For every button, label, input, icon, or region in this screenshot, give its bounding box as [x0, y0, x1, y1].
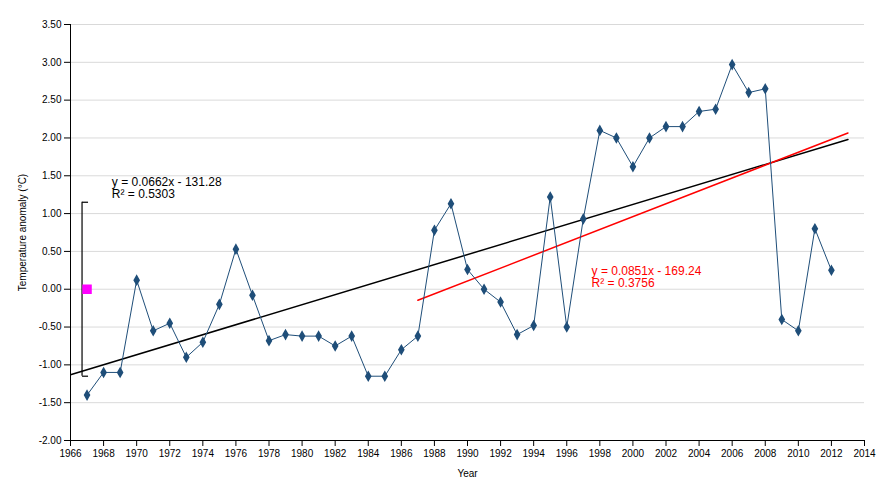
svg-text:1988: 1988	[423, 448, 446, 459]
svg-text:1976: 1976	[225, 448, 248, 459]
svg-text:1968: 1968	[92, 448, 115, 459]
svg-text:1972: 1972	[159, 448, 182, 459]
svg-text:1984: 1984	[357, 448, 380, 459]
svg-text:1.00: 1.00	[42, 208, 62, 219]
svg-text:2010: 2010	[787, 448, 810, 459]
svg-text:1992: 1992	[489, 448, 512, 459]
svg-text:-2.00: -2.00	[39, 435, 62, 446]
svg-text:0.00: 0.00	[42, 283, 62, 294]
svg-text:-1.50: -1.50	[39, 397, 62, 408]
svg-text:2.50: 2.50	[42, 94, 62, 105]
svg-text:1980: 1980	[291, 448, 314, 459]
svg-text:2014: 2014	[853, 448, 876, 459]
svg-text:1996: 1996	[556, 448, 579, 459]
svg-text:2.00: 2.00	[42, 132, 62, 143]
svg-text:1982: 1982	[324, 448, 347, 459]
svg-text:3.00: 3.00	[42, 57, 62, 68]
svg-text:1978: 1978	[258, 448, 281, 459]
svg-text:1966: 1966	[59, 448, 82, 459]
svg-text:y = 0.0851x - 169.24R² = 0.375: y = 0.0851x - 169.24R² = 0.3756	[592, 264, 702, 290]
svg-text:3.50: 3.50	[42, 19, 62, 30]
svg-text:y = 0.0662x - 131.28R² = 0.530: y = 0.0662x - 131.28R² = 0.5303	[112, 175, 222, 201]
svg-text:2012: 2012	[820, 448, 843, 459]
svg-text:2006: 2006	[721, 448, 744, 459]
svg-text:-0.50: -0.50	[39, 321, 62, 332]
svg-text:2004: 2004	[688, 448, 711, 459]
svg-text:1.50: 1.50	[42, 170, 62, 181]
svg-text:0.50: 0.50	[42, 246, 62, 257]
svg-text:-1.00: -1.00	[39, 359, 62, 370]
svg-text:1986: 1986	[390, 448, 413, 459]
svg-text:1970: 1970	[126, 448, 149, 459]
svg-text:2008: 2008	[754, 448, 777, 459]
svg-text:1990: 1990	[456, 448, 479, 459]
svg-text:1974: 1974	[192, 448, 215, 459]
svg-text:Year: Year	[457, 468, 478, 479]
svg-text:1994: 1994	[523, 448, 546, 459]
svg-text:2002: 2002	[655, 448, 678, 459]
svg-text:2000: 2000	[622, 448, 645, 459]
svg-text:Temperature anomaly (°C): Temperature anomaly (°C)	[17, 174, 28, 291]
svg-text:1998: 1998	[589, 448, 612, 459]
